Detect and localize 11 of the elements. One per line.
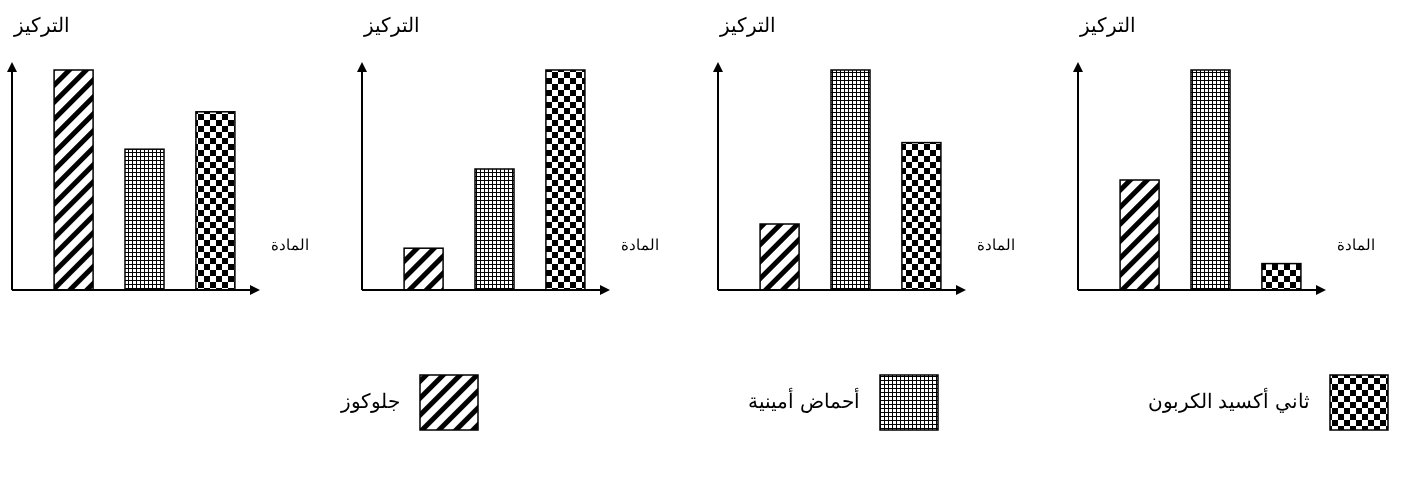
text: أحماض أمينية (748, 387, 860, 413)
text: ثاني أكسيد الكربون (1147, 387, 1310, 413)
x-axis-title: المادة (621, 236, 659, 253)
x-axis-title: المادة (271, 236, 309, 253)
y-axis-title: التركيز (1079, 14, 1136, 37)
y-axis-title: التركيز (719, 14, 776, 37)
text: جلوكوز (340, 390, 400, 413)
y-axis-title: التركيز (13, 14, 70, 37)
x-axis-title: المادة (977, 236, 1015, 253)
x-axis-title: المادة (1337, 236, 1375, 253)
y-axis-title: التركيز (363, 14, 420, 37)
